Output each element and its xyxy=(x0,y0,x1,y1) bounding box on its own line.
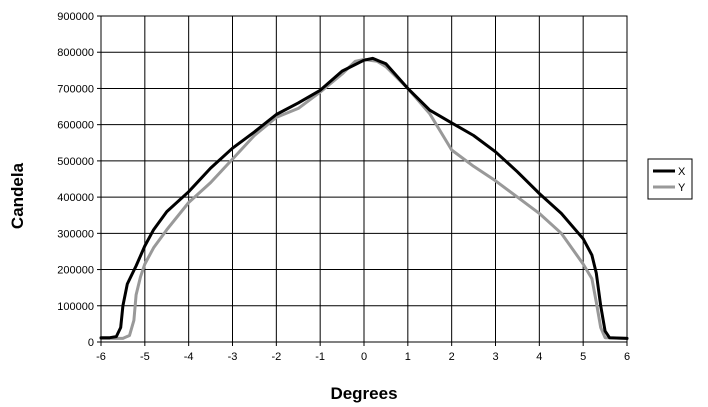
x-tick-label: 4 xyxy=(536,351,542,363)
x-tick-label: 2 xyxy=(449,351,455,363)
x-tick-label: -2 xyxy=(271,351,281,363)
x-tick-label: 6 xyxy=(624,351,630,363)
series-layer xyxy=(99,56,629,340)
legend-label-y: Y xyxy=(678,182,686,194)
y-tick-label: 200000 xyxy=(57,265,94,277)
y-tick-label: 100000 xyxy=(57,301,94,313)
legend-label-x: X xyxy=(678,166,686,178)
y-tick-label: 300000 xyxy=(57,228,94,240)
x-tick-label: -1 xyxy=(315,351,325,363)
x-axis-title: Degrees xyxy=(330,384,397,403)
x-tick-label: -6 xyxy=(96,351,106,363)
x-tick-label: -3 xyxy=(228,351,238,363)
x-tick-label: 5 xyxy=(580,351,586,363)
y-tick-label: 400000 xyxy=(57,192,94,204)
x-tick-label: 1 xyxy=(405,351,411,363)
y-tick-label: 800000 xyxy=(57,47,94,59)
grid xyxy=(97,15,628,346)
legend: XY xyxy=(647,158,693,200)
y-tick-label: 0 xyxy=(88,337,94,349)
y-tick-label: 900000 xyxy=(57,11,94,23)
legend-box xyxy=(647,158,693,200)
y-tick-label: 500000 xyxy=(57,156,94,168)
x-tick-label: -4 xyxy=(184,351,194,363)
x-tick-label: 0 xyxy=(361,351,367,363)
y-tick-labels: 0 100000 200000 300000 400000 500000 600000 700… xyxy=(57,11,94,349)
plot-frame xyxy=(100,15,628,343)
x-tick-label: 3 xyxy=(492,351,498,363)
y-axis-title: Candela xyxy=(8,162,27,229)
series-line-y xyxy=(99,58,629,340)
y-tick-label: 700000 xyxy=(57,83,94,95)
y-tick-label: 600000 xyxy=(57,120,94,132)
x-tick-label: -5 xyxy=(140,351,150,363)
x-tick-labels: -6 -5 -4 -3 -2 -1 0 1 2 3 4 5 6 xyxy=(96,351,630,363)
series-line-x xyxy=(99,56,629,340)
